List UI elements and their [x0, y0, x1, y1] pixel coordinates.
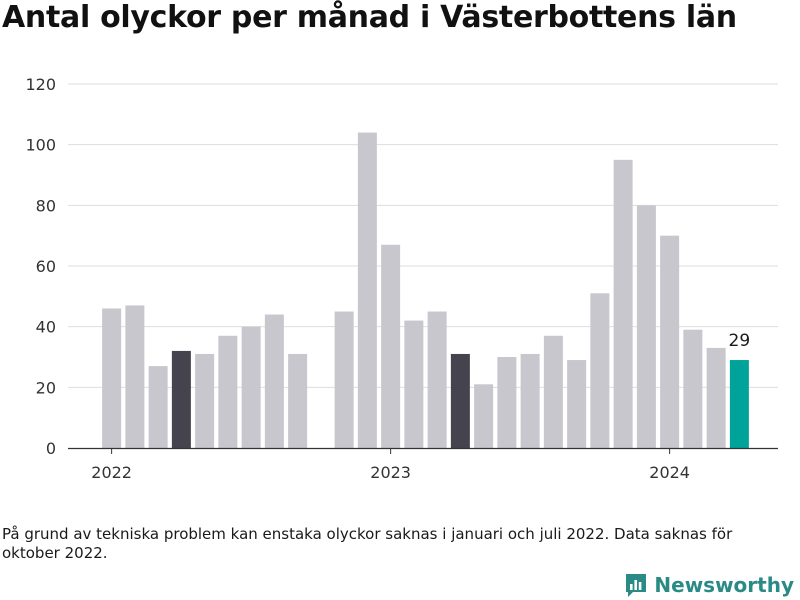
bar-2022-07 [241, 326, 261, 448]
bar-2022-09 [288, 353, 308, 448]
bar-2022-12 [357, 132, 377, 449]
x-axis-ticks: 2022 2023 2024 [91, 448, 690, 482]
chart-title: Antal olyckor per månad i Västerbottens … [2, 0, 737, 35]
bar-2022-06 [218, 335, 238, 448]
x-tick-label: 2023 [370, 463, 411, 482]
bar-2022-03 [148, 366, 168, 448]
bar-2023-07 [520, 353, 540, 448]
brand-logo: Newsworthy [624, 570, 794, 600]
bar-2022-08 [264, 314, 284, 448]
bar-2023-03 [427, 311, 447, 448]
brand-name: Newsworthy [654, 573, 794, 597]
bar-2024-02 [683, 329, 703, 448]
bar-2023-01 [381, 244, 401, 448]
y-tick-label: 20 [36, 378, 56, 397]
bar-2024-04 [729, 360, 749, 448]
y-tick-label: 0 [46, 439, 56, 458]
bar-2023-02 [404, 320, 424, 448]
bar-2022-11 [334, 311, 354, 448]
y-tick-label: 100 [25, 136, 56, 155]
y-tick-label: 60 [36, 257, 56, 276]
data-label: 29 [729, 331, 751, 351]
bar-2023-10 [590, 293, 610, 448]
bar-chart: 0 20 40 60 80 100 120 2022 2023 2024 29 [25, 75, 778, 482]
y-axis-ticks: 0 20 40 60 80 100 120 [25, 75, 56, 458]
bar-2023-12 [636, 205, 656, 448]
bar-2023-11 [613, 159, 633, 449]
bars [102, 132, 749, 449]
footnote: På grund av tekniska problem kan enstaka… [2, 525, 733, 562]
x-tick-label: 2022 [91, 463, 132, 482]
x-tick-label: 2024 [649, 463, 690, 482]
y-tick-label: 80 [36, 196, 56, 215]
bar-2023-08 [543, 335, 563, 448]
bar-2024-01 [660, 235, 680, 448]
newsworthy-logo-icon [626, 574, 647, 597]
bar-2022-02 [125, 305, 145, 448]
bar-2023-06 [497, 357, 517, 448]
bar-2023-05 [474, 384, 494, 448]
bar-2023-04 [450, 353, 470, 448]
bar-2022-01 [102, 308, 122, 448]
bar-2022-05 [195, 353, 215, 448]
y-tick-label: 120 [25, 75, 56, 94]
bar-2024-03 [706, 347, 726, 448]
bar-2023-09 [567, 360, 587, 448]
bar-2022-04 [171, 350, 191, 448]
annotations: 29 [729, 331, 751, 351]
y-tick-label: 40 [36, 318, 56, 337]
